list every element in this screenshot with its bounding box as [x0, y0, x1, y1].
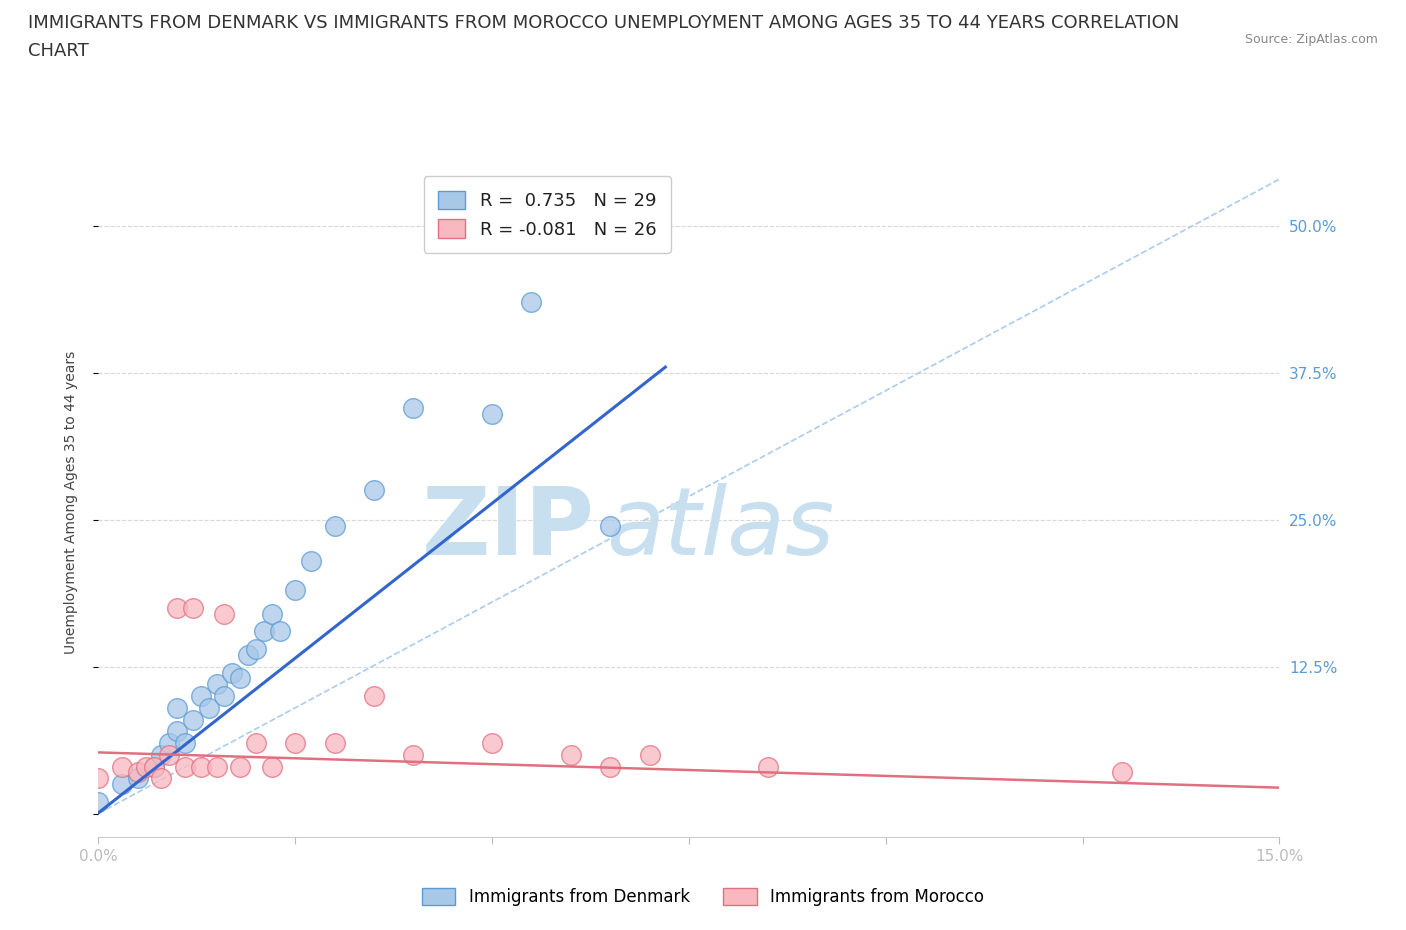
Text: IMMIGRANTS FROM DENMARK VS IMMIGRANTS FROM MOROCCO UNEMPLOYMENT AMONG AGES 35 TO: IMMIGRANTS FROM DENMARK VS IMMIGRANTS FR…	[28, 14, 1180, 32]
Point	[142, 759, 165, 774]
Y-axis label: Unemployment Among Ages 35 to 44 years: Unemployment Among Ages 35 to 44 years	[63, 351, 77, 654]
Point	[481, 736, 503, 751]
Point	[1111, 765, 1133, 780]
Point	[363, 483, 385, 498]
Point	[205, 759, 228, 774]
Text: Source: ZipAtlas.com: Source: ZipAtlas.com	[1244, 33, 1378, 46]
Point	[214, 606, 236, 621]
Point	[166, 724, 188, 738]
Point	[323, 736, 346, 751]
Text: atlas: atlas	[606, 484, 835, 575]
Point	[142, 759, 165, 774]
Point	[402, 401, 425, 416]
Point	[174, 736, 197, 751]
Point	[87, 794, 110, 809]
Point	[205, 677, 228, 692]
Point	[260, 759, 283, 774]
Point	[150, 748, 173, 763]
Legend: R =  0.735   N = 29, R = -0.081   N = 26: R = 0.735 N = 29, R = -0.081 N = 26	[423, 177, 671, 253]
Point	[402, 748, 425, 763]
Point	[127, 765, 149, 780]
Point	[323, 518, 346, 533]
Point	[157, 748, 180, 763]
Point	[269, 624, 291, 639]
Point	[166, 601, 188, 616]
Point	[236, 647, 259, 662]
Point	[190, 759, 212, 774]
Point	[260, 606, 283, 621]
Point	[166, 700, 188, 715]
Point	[221, 665, 243, 680]
Point	[181, 601, 204, 616]
Point	[756, 759, 779, 774]
Point	[599, 759, 621, 774]
Point	[363, 688, 385, 703]
Point	[229, 671, 252, 685]
Point	[150, 771, 173, 786]
Point	[481, 406, 503, 421]
Point	[229, 759, 252, 774]
Point	[214, 688, 236, 703]
Point	[181, 712, 204, 727]
Point	[190, 688, 212, 703]
Point	[135, 759, 157, 774]
Point	[299, 553, 322, 568]
Point	[638, 748, 661, 763]
Point	[245, 642, 267, 657]
Point	[599, 518, 621, 533]
Point	[157, 736, 180, 751]
Point	[111, 759, 134, 774]
Point	[127, 771, 149, 786]
Point	[520, 295, 543, 310]
Point	[560, 748, 582, 763]
Point	[284, 736, 307, 751]
Point	[253, 624, 276, 639]
Legend: Immigrants from Denmark, Immigrants from Morocco: Immigrants from Denmark, Immigrants from…	[415, 881, 991, 912]
Point	[174, 759, 197, 774]
Point	[245, 736, 267, 751]
Text: CHART: CHART	[28, 42, 89, 60]
Point	[111, 777, 134, 791]
Point	[87, 771, 110, 786]
Text: ZIP: ZIP	[422, 483, 595, 575]
Point	[284, 583, 307, 598]
Point	[197, 700, 219, 715]
